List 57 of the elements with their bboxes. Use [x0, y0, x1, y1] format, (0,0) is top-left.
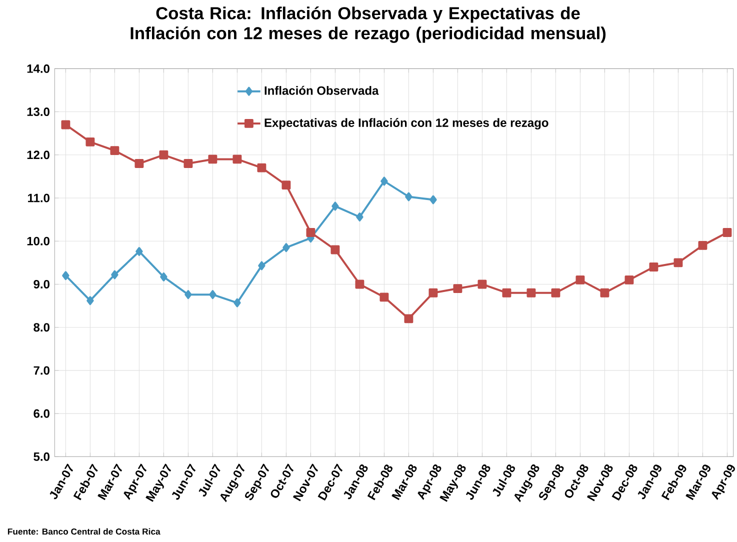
point — [430, 195, 437, 204]
point — [405, 192, 412, 202]
point — [404, 314, 414, 324]
point — [551, 288, 560, 298]
y-tick-label: 14.0 — [27, 64, 50, 73]
y-tick-label: 10.0 — [27, 236, 50, 246]
point — [355, 280, 364, 289]
y-tick-label: 7.0 — [34, 366, 50, 375]
point — [332, 202, 339, 211]
point — [282, 180, 291, 190]
y-tick-label: 6.0 — [34, 409, 50, 418]
point — [209, 290, 216, 300]
point — [111, 270, 118, 280]
y-tick-label: 8.0 — [34, 323, 50, 332]
y-tick-label: 12.0 — [27, 150, 50, 160]
point — [624, 275, 634, 284]
point — [356, 212, 364, 222]
point — [159, 150, 168, 160]
point — [160, 272, 168, 282]
point — [282, 243, 290, 252]
point — [380, 176, 388, 186]
point — [86, 137, 95, 146]
point — [526, 288, 536, 298]
point — [600, 288, 610, 298]
point — [232, 154, 242, 164]
point — [208, 154, 218, 164]
y-tick-label: 9.0 — [34, 280, 50, 288]
point — [674, 258, 683, 268]
point — [380, 292, 389, 302]
legend-label: Expectativas de Inflación con 12 meses de rezago — [264, 118, 548, 130]
point — [428, 288, 438, 298]
chart-title: Costa Rica: Inflación Observada y Expectativas de Inflación con 12 meses de rezago (periodicidad mensual) — [130, 6, 606, 43]
point — [62, 271, 70, 280]
point — [257, 163, 266, 172]
y-tick-label: 13.0 — [27, 108, 50, 116]
point — [134, 159, 144, 168]
legend-label: Inflación Observada — [264, 86, 379, 95]
point — [110, 146, 120, 156]
point — [86, 296, 94, 306]
source-note: Fuente: Banco Central de Costa Rica — [8, 528, 160, 535]
point — [453, 284, 462, 294]
point — [184, 290, 192, 300]
point — [258, 261, 266, 270]
point — [576, 275, 585, 284]
point — [478, 280, 487, 289]
y-tick-label: 5.0 — [34, 452, 50, 461]
point — [330, 245, 340, 254]
y-tick-label: 11.0 — [28, 194, 50, 202]
point — [234, 298, 241, 308]
point — [61, 120, 70, 130]
point — [306, 228, 316, 237]
point — [722, 228, 732, 237]
point — [136, 246, 143, 256]
point — [698, 240, 708, 250]
point — [649, 262, 658, 272]
point — [184, 159, 193, 168]
point — [502, 288, 512, 298]
